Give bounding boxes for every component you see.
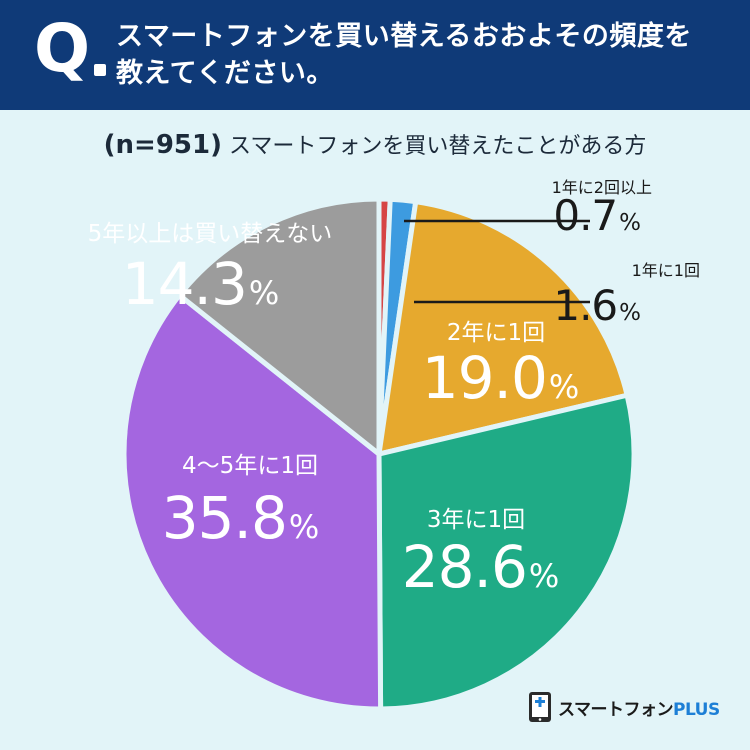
slice-category-label-2: 1年に1回 — [632, 261, 700, 280]
slice-category-label-5: 4〜5年に1回 — [182, 453, 318, 479]
pie-slice-5 — [121, 292, 384, 712]
chart-subtitle: (n=951) スマートフォンを買い替えたことがある方 — [0, 128, 750, 160]
slice-value-unit-4: % — [529, 557, 558, 595]
slice-value-unit-6: % — [249, 274, 278, 312]
pie-slice-4 — [376, 392, 637, 712]
pie-slice-6 — [176, 196, 382, 457]
sample-size: (n=951) — [103, 130, 222, 160]
slice-value-unit-5: % — [289, 508, 318, 546]
question-line-2: 教えてください。 — [116, 58, 334, 89]
brand-logo: スマートフォンPLUS — [528, 690, 720, 724]
slice-value-unit-3: % — [549, 368, 578, 406]
pie-slices — [121, 196, 637, 712]
respondent-description: スマートフォンを買い替えたことがある方 — [229, 134, 647, 159]
logo-name: スマートフォン — [558, 699, 674, 720]
slice-category-label-1: 1年に2回以上 — [552, 178, 652, 197]
q-mark: Q — [34, 10, 91, 87]
pie-slice-3 — [376, 199, 630, 457]
logo-text: スマートフォンPLUS — [558, 695, 720, 720]
logo-suffix: PLUS — [673, 699, 720, 720]
slice-category-label-4: 3年に1回 — [427, 507, 525, 533]
question-text: スマートフォンを買い替えるおおよその頻度を 教えてください。 — [116, 18, 736, 92]
slice-value-label-1: 0.7% — [553, 191, 640, 240]
slice-value-unit-2: % — [619, 300, 640, 326]
question-line-1: スマートフォンを買い替えるおおよその頻度を — [116, 21, 692, 52]
question-header: Q スマートフォンを買い替えるおおよその頻度を 教えてください。 — [0, 0, 750, 110]
slice-value-unit-1: % — [619, 210, 640, 236]
q-dot-icon — [94, 64, 106, 76]
slice-value-label-2: 1.6% — [553, 281, 640, 330]
slice-category-label-6: 5年以上は買い替えない — [88, 221, 333, 247]
slice-category-label-3: 2年に1回 — [447, 320, 545, 346]
logo-icon — [529, 692, 551, 722]
